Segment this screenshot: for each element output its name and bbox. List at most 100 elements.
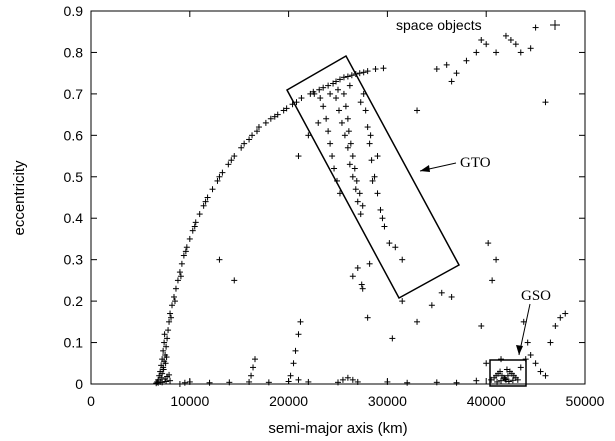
data-point-plus-marker	[428, 302, 435, 309]
data-point-plus-marker	[241, 140, 248, 147]
data-point-plus-marker	[160, 366, 167, 373]
data-point-plus-marker	[267, 115, 274, 122]
data-point-plus-marker	[327, 140, 334, 147]
data-point-plus-marker	[167, 377, 174, 384]
data-point-plus-marker	[517, 364, 524, 371]
gto-label: GTO	[460, 155, 491, 171]
data-point-plus-marker	[368, 157, 375, 164]
data-point-plus-marker	[283, 105, 290, 112]
data-point-plus-marker	[298, 95, 305, 102]
data-point-plus-marker	[287, 372, 294, 379]
data-point-plus-marker	[253, 128, 260, 135]
data-point-plus-marker	[317, 95, 324, 102]
data-point-plus-marker	[524, 339, 531, 346]
data-point-plus-marker	[532, 360, 539, 367]
data-point-plus-marker	[295, 376, 302, 383]
data-point-plus-marker	[366, 140, 373, 147]
data-point-plus-marker	[181, 379, 188, 386]
data-point-plus-marker	[478, 37, 485, 44]
data-point-plus-marker	[532, 24, 539, 31]
data-point-plus-marker	[507, 37, 514, 44]
data-point-plus-marker	[163, 354, 170, 361]
data-point-plus-marker	[364, 314, 371, 321]
data-point-plus-marker	[161, 339, 168, 346]
data-point-plus-marker	[433, 66, 440, 73]
data-point-plus-marker	[502, 32, 509, 39]
data-point-plus-marker	[344, 73, 351, 80]
data-point-plus-marker	[171, 298, 178, 305]
data-point-plus-marker	[354, 264, 361, 271]
data-point-plus-marker	[381, 223, 388, 230]
data-point-plus-marker	[346, 161, 353, 168]
data-point-plus-marker	[448, 293, 455, 300]
data-point-plus-marker	[494, 378, 501, 385]
data-point-plus-marker	[295, 153, 302, 160]
data-points	[153, 24, 569, 387]
x-tick-label: 50000	[566, 393, 605, 409]
data-point-plus-marker	[331, 165, 338, 172]
data-point-plus-marker	[509, 377, 516, 384]
y-tick-label: 0	[75, 376, 83, 392]
data-point-plus-marker	[371, 173, 378, 180]
data-point-plus-marker	[255, 124, 262, 131]
data-point-plus-marker	[228, 157, 235, 164]
data-point-plus-marker	[335, 379, 341, 386]
data-point-plus-marker	[542, 372, 549, 379]
data-point-plus-marker	[359, 285, 366, 292]
data-point-plus-marker	[189, 227, 196, 234]
data-point-plus-marker	[369, 177, 376, 184]
data-point-plus-marker	[164, 335, 171, 342]
data-point-plus-marker	[537, 368, 544, 375]
data-point-plus-marker	[177, 273, 184, 280]
data-point-plus-marker	[504, 372, 511, 379]
data-point-plus-marker	[325, 128, 332, 135]
data-point-plus-marker	[344, 115, 351, 122]
data-point-plus-marker	[160, 347, 167, 354]
data-point-plus-marker	[501, 376, 508, 383]
data-point-plus-marker	[216, 173, 223, 180]
data-point-plus-marker	[231, 277, 238, 284]
gto-annotation: GTO	[285, 54, 491, 300]
data-point-plus-marker	[226, 379, 233, 386]
data-point-plus-marker	[336, 76, 343, 83]
data-point-plus-marker	[352, 186, 359, 193]
data-point-plus-marker	[196, 211, 203, 218]
data-point-plus-marker	[182, 248, 189, 255]
data-point-plus-marker	[542, 99, 549, 106]
data-point-plus-marker	[359, 202, 366, 209]
data-point-plus-marker	[170, 293, 177, 300]
data-point-plus-marker	[364, 68, 371, 75]
data-point-plus-marker	[330, 80, 337, 87]
data-point-plus-marker	[348, 72, 355, 79]
legend: space objects	[396, 17, 560, 33]
data-point-plus-marker	[206, 379, 213, 386]
data-point-plus-marker	[493, 49, 500, 56]
data-point-plus-marker	[414, 318, 421, 325]
data-point-plus-marker	[320, 84, 327, 91]
data-point-plus-marker	[292, 347, 299, 354]
x-tick-label: 30000	[368, 393, 407, 409]
x-tick-label: 20000	[269, 393, 308, 409]
data-point-plus-marker	[166, 318, 173, 325]
data-point-plus-marker	[341, 132, 348, 139]
data-point-plus-marker	[453, 70, 460, 77]
data-point-plus-marker	[478, 322, 485, 329]
data-point-plus-marker	[219, 169, 226, 176]
data-point-plus-marker	[349, 273, 356, 280]
data-point-plus-marker	[340, 90, 347, 97]
data-point-plus-marker	[202, 198, 209, 205]
data-point-plus-marker	[489, 277, 496, 284]
data-point-plus-marker	[345, 128, 352, 135]
data-point-plus-marker	[325, 82, 332, 89]
x-tick-label: 40000	[467, 393, 506, 409]
gso-box	[489, 359, 527, 387]
y-tick-label: 0.4	[64, 210, 84, 226]
data-point-plus-marker	[380, 65, 387, 72]
x-tick-label: 0	[87, 393, 95, 409]
y-axis-ticks: 0 0.1 0.2 0.3 0.4 0.5 0.6 0.7 0.8 0.9	[64, 3, 585, 392]
data-point-plus-marker	[297, 318, 304, 325]
data-point-plus-marker	[463, 57, 470, 64]
data-point-plus-marker	[356, 190, 363, 197]
gso-arrowhead-icon	[516, 345, 523, 355]
